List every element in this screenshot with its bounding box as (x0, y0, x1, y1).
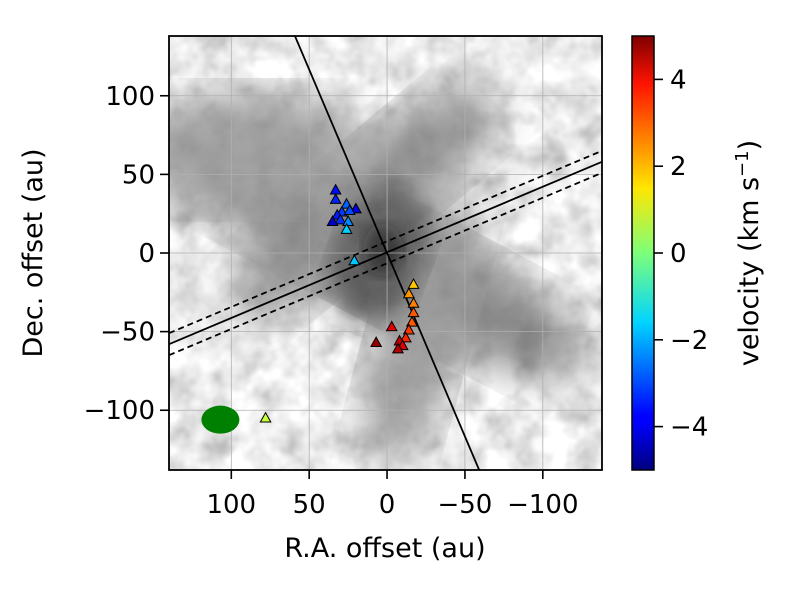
continuum-image (169, 36, 602, 470)
data-point (343, 204, 356, 215)
colorbar-tick-label: 2 (670, 152, 687, 182)
data-point (349, 202, 362, 214)
colorbar-tick-label: −2 (670, 326, 708, 356)
data-point (407, 277, 420, 289)
data-point (340, 222, 353, 234)
outflow-lines (169, 36, 602, 470)
y-tick-label: −100 (84, 396, 155, 426)
colorbar-label: velocity (km s−1) (732, 140, 765, 366)
data-point (329, 193, 342, 204)
data-point (402, 287, 415, 299)
dashed-line (169, 149, 602, 335)
y-axis-ticks: 100 50 0 −50 −100 (84, 82, 169, 426)
y-tick-label: −50 (100, 318, 155, 348)
data-point (334, 213, 347, 225)
colorbar-ticks: 4 2 0 −2 −4 (654, 65, 708, 443)
data-point (405, 315, 419, 327)
x-tick-label: −50 (437, 490, 492, 520)
colorbar-tick-label: 0 (670, 239, 687, 269)
x-axis-ticks: 100 50 0 −50 −100 (206, 470, 579, 520)
solid-line (169, 160, 602, 346)
grid-lines (169, 36, 602, 470)
data-point (407, 306, 420, 318)
y-tick-label: 0 (138, 239, 155, 269)
x-tick-label: −100 (507, 490, 578, 520)
y-tick-label: 50 (122, 160, 155, 190)
data-point (399, 331, 412, 343)
y-axis-label: Dec. offset (au) (18, 148, 49, 357)
beam-ellipse (201, 405, 240, 434)
x-axis-label: R.A. offset (au) (284, 533, 485, 564)
data-point (391, 342, 405, 354)
x-tick-label: 50 (293, 490, 326, 520)
data-point (259, 411, 272, 423)
colorbar (631, 35, 655, 471)
data-point (342, 215, 355, 226)
data-point (348, 254, 361, 266)
colorbar-tick-label: 4 (670, 65, 687, 95)
data-point (385, 320, 398, 332)
data-point (402, 323, 415, 335)
dashed-line (169, 171, 602, 357)
data-point (370, 336, 383, 348)
x-tick-label: 0 (379, 490, 396, 520)
beam-ellipse-shape (201, 405, 240, 434)
colorbar-tick-label: −4 (670, 413, 708, 443)
data-point (326, 215, 339, 226)
maser-points (259, 183, 420, 423)
x-tick-label: 100 (206, 490, 256, 520)
y-tick-label: 100 (105, 82, 155, 112)
